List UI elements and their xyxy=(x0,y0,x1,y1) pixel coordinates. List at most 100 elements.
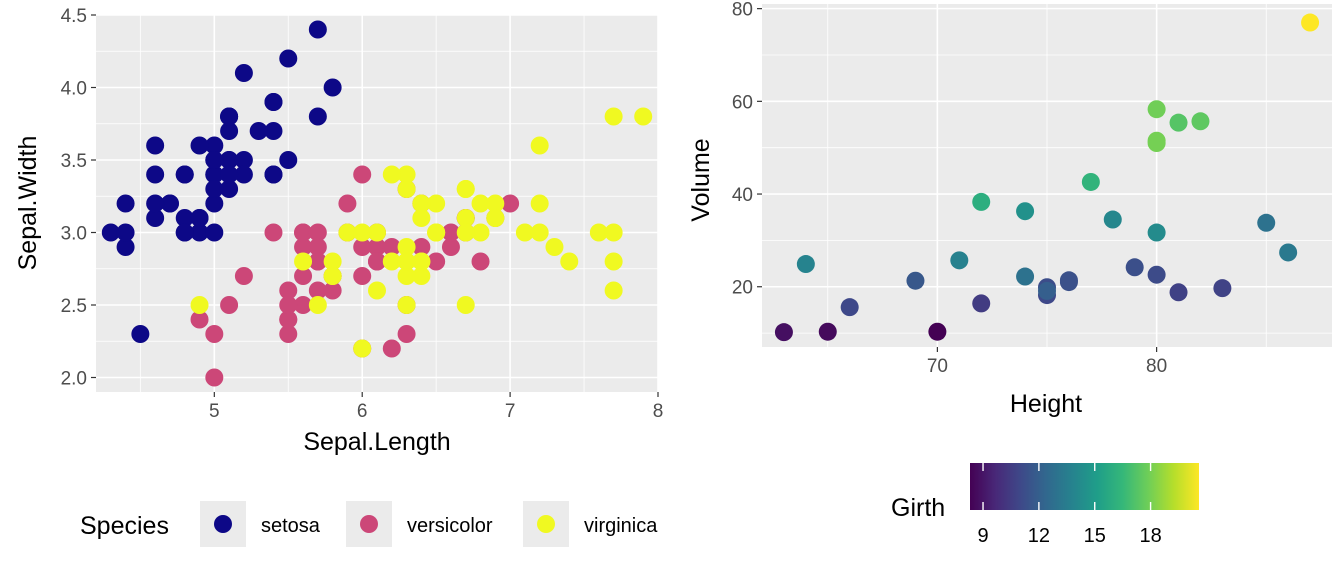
point-virginica xyxy=(486,209,505,227)
point-virginica xyxy=(604,223,623,242)
point-virginica xyxy=(456,223,475,242)
tree-point xyxy=(1257,213,1276,232)
point-versicolor xyxy=(427,252,446,271)
girth-tick-label: 18 xyxy=(1139,525,1161,547)
point-versicolor xyxy=(279,325,298,343)
point-setosa xyxy=(205,151,224,169)
point-setosa xyxy=(146,136,165,155)
tree-point xyxy=(1038,281,1056,300)
tree-point xyxy=(1125,258,1144,277)
tree-point xyxy=(1301,13,1320,32)
point-versicolor xyxy=(294,223,313,242)
point-virginica xyxy=(397,296,416,314)
trees-x-tick-label: 70 xyxy=(927,356,948,377)
legend-dot-virginica xyxy=(537,515,555,533)
point-virginica xyxy=(323,252,342,271)
iris-points xyxy=(101,20,653,387)
point-setosa xyxy=(220,165,239,184)
point-virginica xyxy=(456,180,475,198)
point-virginica xyxy=(412,252,431,271)
point-setosa xyxy=(279,151,298,169)
tree-point xyxy=(774,323,793,342)
tree-point xyxy=(1016,202,1035,221)
trees-y-ticks: 20 40 60 80 xyxy=(732,0,762,299)
point-setosa xyxy=(146,194,165,213)
tree-point xyxy=(1169,113,1188,132)
tree-point xyxy=(1081,172,1100,191)
point-versicolor xyxy=(294,238,313,256)
tree-point xyxy=(950,251,969,270)
point-virginica xyxy=(338,223,357,242)
point-versicolor xyxy=(294,296,313,314)
point-virginica xyxy=(634,107,653,126)
tree-point xyxy=(1147,134,1166,153)
point-setosa xyxy=(264,93,283,111)
point-versicolor xyxy=(353,267,372,285)
point-virginica xyxy=(368,223,386,242)
trees-x-ticks: 70 80 xyxy=(927,347,1167,377)
girth-legend: Girth 9 12 15 18 xyxy=(891,463,1199,547)
point-virginica xyxy=(397,238,416,256)
point-versicolor xyxy=(368,238,386,256)
point-versicolor xyxy=(353,165,372,184)
species-legend: Species setosa versicolor virginica xyxy=(80,501,658,547)
iris-y-tick-label: 2.0 xyxy=(61,369,87,390)
girth-colorbar xyxy=(970,463,1199,510)
tree-point xyxy=(1279,243,1298,262)
trees-y-tick-label: 20 xyxy=(732,278,753,299)
point-virginica xyxy=(515,223,534,242)
tree-point xyxy=(906,271,925,290)
trees-x-axis-title: Height xyxy=(1010,390,1082,418)
tree-point xyxy=(840,298,859,317)
iris-plot-panel xyxy=(96,15,658,392)
point-setosa xyxy=(190,136,209,155)
point-versicolor xyxy=(368,252,386,271)
point-versicolor xyxy=(220,296,239,314)
point-virginica xyxy=(323,267,342,285)
trees-y-tick-label: 80 xyxy=(732,0,753,21)
iris-y-tick-label: 3.0 xyxy=(61,224,87,245)
point-setosa xyxy=(234,151,253,169)
tree-point xyxy=(1213,279,1232,298)
trees-x-tick-label: 80 xyxy=(1146,356,1167,377)
point-virginica xyxy=(604,281,623,300)
point-virginica xyxy=(190,296,209,314)
point-setosa xyxy=(146,209,165,227)
point-setosa xyxy=(220,180,239,198)
point-virginica xyxy=(589,223,608,242)
point-setosa xyxy=(205,223,224,242)
point-setosa xyxy=(220,122,239,140)
iris-x-axis-title: Sepal.Length xyxy=(303,428,450,456)
point-setosa xyxy=(190,209,209,227)
iris-x-tick-label: 7 xyxy=(505,401,516,422)
trees-grid xyxy=(762,4,1332,347)
point-setosa xyxy=(116,223,135,242)
point-versicolor xyxy=(338,194,357,213)
point-versicolor xyxy=(382,238,401,256)
point-setosa xyxy=(220,151,239,169)
point-versicolor xyxy=(323,281,342,300)
point-versicolor xyxy=(279,310,298,329)
trees-y-tick-label: 40 xyxy=(732,185,753,206)
point-versicolor xyxy=(234,267,253,285)
point-versicolor xyxy=(190,310,209,329)
tree-point xyxy=(972,192,991,211)
point-virginica xyxy=(353,339,372,358)
tree-point xyxy=(1147,223,1166,242)
iris-y-tick-label: 4.0 xyxy=(61,79,87,100)
point-setosa xyxy=(308,107,327,126)
point-versicolor xyxy=(308,223,327,242)
tree-point xyxy=(972,294,991,313)
point-virginica xyxy=(412,267,431,285)
point-setosa xyxy=(234,64,253,82)
legend-label-versicolor: versicolor xyxy=(407,515,493,537)
tree-point xyxy=(928,322,947,341)
point-setosa xyxy=(308,20,327,39)
girth-legend-title: Girth xyxy=(891,494,945,522)
legend-dot-setosa xyxy=(214,515,232,533)
point-setosa xyxy=(249,122,268,140)
point-versicolor xyxy=(471,252,490,271)
iris-y-tick-label: 3.5 xyxy=(61,151,87,172)
point-setosa xyxy=(190,223,209,242)
